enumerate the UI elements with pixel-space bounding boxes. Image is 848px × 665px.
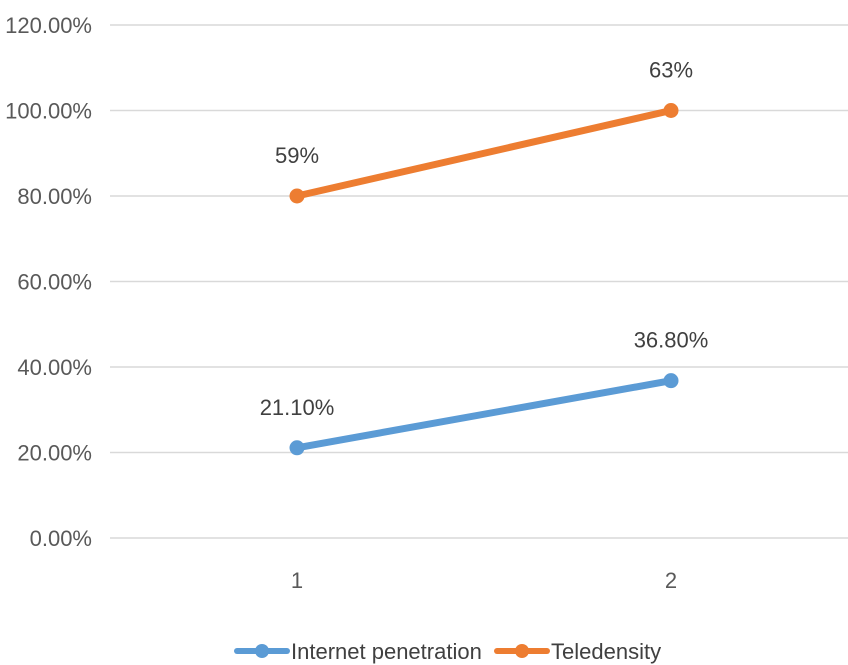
y-tick-label: 80.00%: [17, 184, 92, 209]
y-tick-label: 100.00%: [5, 99, 92, 124]
data-point: [289, 188, 305, 204]
data-label: 59%: [275, 143, 319, 168]
x-tick-label: 2: [665, 568, 677, 593]
y-tick-label: 0.00%: [30, 526, 92, 551]
legend-marker: [255, 644, 269, 658]
data-point: [663, 103, 679, 118]
legend-marker: [515, 644, 529, 658]
data-label: 36.80%: [634, 328, 709, 353]
y-tick-label: 120.00%: [5, 13, 92, 38]
legend-label: Teledensity: [551, 639, 661, 664]
y-axis-tick-labels: 0.00% 20.00% 40.00% 60.00% 80.00% 100.00% 120.…: [5, 13, 92, 551]
y-tick-label: 60.00%: [17, 270, 92, 295]
series-line: [293, 377, 675, 452]
series-line: [293, 107, 675, 200]
series-lines: [289, 103, 679, 456]
data-point: [663, 373, 679, 389]
data-labels: 21.10% 36.80% 59% 63%: [260, 58, 709, 420]
data-label: 21.10%: [260, 395, 335, 420]
y-tick-label: 40.00%: [17, 355, 92, 380]
gridlines: [110, 24, 848, 539]
y-tick-label: 20.00%: [17, 441, 92, 466]
legend-item: Teledensity: [494, 639, 661, 664]
legend: Internet penetration Teledensity: [234, 639, 661, 664]
x-tick-label: 1: [291, 568, 303, 593]
legend-label: Internet penetration: [291, 639, 482, 664]
data-point: [289, 440, 305, 456]
legend-item: Internet penetration: [234, 639, 482, 664]
data-label: 63%: [649, 58, 693, 83]
